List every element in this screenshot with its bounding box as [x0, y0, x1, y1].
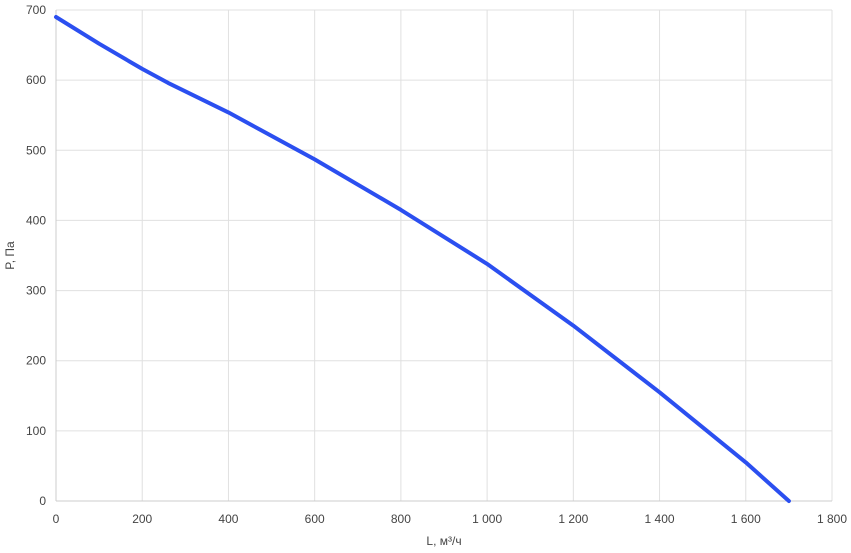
y-tick-label: 100: [26, 424, 46, 438]
y-tick-labels: 0 100 200 300 400 500 600 700: [26, 3, 46, 508]
x-tick-label: 1 000: [472, 512, 502, 526]
y-tick-label: 600: [26, 73, 46, 87]
x-tick-label: 0: [53, 512, 60, 526]
x-tick-labels: 0 200 400 600 800 1 000 1 200 1 400 1 600 1 800: [53, 512, 848, 526]
x-axis-title: L, м³/ч: [426, 534, 461, 548]
x-tick-label: 1 400: [645, 512, 675, 526]
x-tick-label: 1 800: [817, 512, 847, 526]
x-tick-label: 200: [132, 512, 152, 526]
y-tick-label: 0: [39, 494, 46, 508]
axes: [55, 10, 832, 502]
y-axis-title: P, Па: [3, 241, 17, 270]
series-line: [54, 15, 791, 503]
y-tick-label: 700: [26, 3, 46, 17]
y-tick-label: 300: [26, 284, 46, 298]
y-tick-label: 400: [26, 213, 46, 227]
x-tick-label: 1 200: [558, 512, 588, 526]
y-tick-label: 500: [26, 143, 46, 157]
x-tick-label: 600: [305, 512, 325, 526]
x-tick-label: 1 600: [731, 512, 761, 526]
y-tick-label: 200: [26, 354, 46, 368]
x-tick-label: 800: [391, 512, 411, 526]
x-tick-label: 400: [218, 512, 238, 526]
series-layer: [54, 15, 791, 503]
grid: [56, 9, 833, 501]
